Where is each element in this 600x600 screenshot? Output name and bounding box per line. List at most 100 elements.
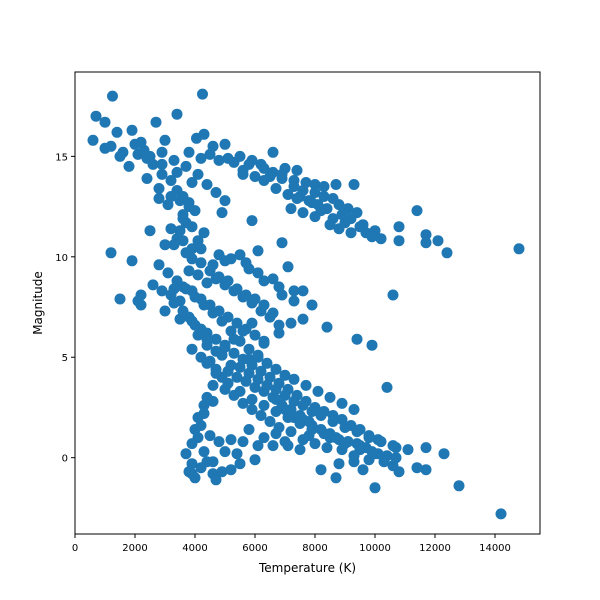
data-point xyxy=(285,317,297,329)
data-point xyxy=(198,227,210,239)
y-tick-label: 0 xyxy=(62,454,68,465)
data-point xyxy=(249,293,261,305)
data-point xyxy=(330,179,342,190)
data-point xyxy=(201,179,213,190)
x-tick-label: 0 xyxy=(72,543,78,554)
data-point xyxy=(279,389,291,401)
data-point xyxy=(186,253,198,265)
data-point xyxy=(294,444,306,456)
data-point xyxy=(348,179,360,190)
data-point xyxy=(222,152,234,164)
data-point xyxy=(225,253,237,265)
data-point xyxy=(264,416,276,427)
data-point xyxy=(162,199,174,211)
data-point xyxy=(270,428,282,440)
data-point xyxy=(297,313,309,325)
data-point xyxy=(195,257,207,269)
data-point xyxy=(246,215,258,227)
data-point xyxy=(288,295,300,307)
data-point xyxy=(390,442,402,454)
data-point xyxy=(267,440,279,452)
data-point xyxy=(168,283,180,295)
data-point xyxy=(210,187,222,198)
data-point xyxy=(258,162,270,174)
data-point xyxy=(273,327,285,339)
data-point xyxy=(129,138,141,150)
data-point xyxy=(192,412,204,423)
data-point xyxy=(141,173,153,184)
data-point xyxy=(252,267,264,279)
data-point xyxy=(306,197,318,209)
data-point xyxy=(357,464,369,476)
data-point xyxy=(243,424,255,435)
data-point xyxy=(282,189,294,200)
data-point xyxy=(192,269,204,281)
data-point xyxy=(180,448,192,460)
data-point xyxy=(252,245,264,257)
data-point xyxy=(495,508,507,520)
data-point xyxy=(210,474,222,486)
data-point xyxy=(330,432,342,444)
data-point xyxy=(99,142,111,154)
data-point xyxy=(255,410,267,421)
data-point xyxy=(219,446,231,458)
data-point xyxy=(285,203,297,215)
data-point xyxy=(147,158,159,170)
data-point xyxy=(201,333,213,345)
data-point xyxy=(177,235,189,247)
data-point xyxy=(156,146,168,158)
data-point xyxy=(309,187,321,198)
data-point xyxy=(165,175,177,186)
data-point xyxy=(453,480,465,492)
data-point xyxy=(156,168,168,180)
data-point xyxy=(288,373,300,385)
data-point xyxy=(327,213,339,225)
data-point xyxy=(168,297,180,309)
data-point xyxy=(201,277,213,289)
data-point xyxy=(186,343,198,355)
data-point xyxy=(420,442,432,454)
data-point xyxy=(393,235,405,247)
data-point xyxy=(366,231,378,243)
data-point xyxy=(183,197,195,209)
data-point xyxy=(159,239,171,251)
data-point xyxy=(240,289,252,301)
data-point xyxy=(99,116,111,128)
data-point xyxy=(225,359,237,371)
data-point xyxy=(336,397,348,409)
data-point xyxy=(114,293,126,305)
plot-frame xyxy=(74,71,541,535)
data-point xyxy=(234,458,246,470)
data-point xyxy=(270,183,282,194)
data-point xyxy=(168,239,180,251)
data-point xyxy=(111,126,123,138)
data-point xyxy=(159,134,171,146)
data-point xyxy=(138,144,150,156)
data-point xyxy=(336,444,348,456)
data-point xyxy=(240,257,252,269)
data-point xyxy=(153,183,165,194)
data-point xyxy=(204,148,216,160)
data-point xyxy=(87,134,99,146)
data-point xyxy=(258,299,270,311)
data-point xyxy=(237,436,249,448)
data-point xyxy=(276,237,288,249)
data-point xyxy=(195,243,207,255)
x-tick-label: 14000 xyxy=(479,543,511,554)
data-point xyxy=(309,179,321,190)
data-point xyxy=(171,166,183,178)
data-point xyxy=(186,438,198,450)
data-point xyxy=(432,235,444,247)
data-point xyxy=(375,436,387,448)
data-point xyxy=(345,227,357,239)
data-point xyxy=(375,233,387,245)
data-point xyxy=(213,154,225,166)
data-point xyxy=(366,339,378,351)
data-point xyxy=(186,243,198,255)
data-point xyxy=(327,193,339,204)
data-point xyxy=(201,357,213,369)
data-point xyxy=(198,299,210,311)
data-point xyxy=(201,456,213,468)
data-point xyxy=(267,273,279,285)
data-point xyxy=(369,482,381,494)
